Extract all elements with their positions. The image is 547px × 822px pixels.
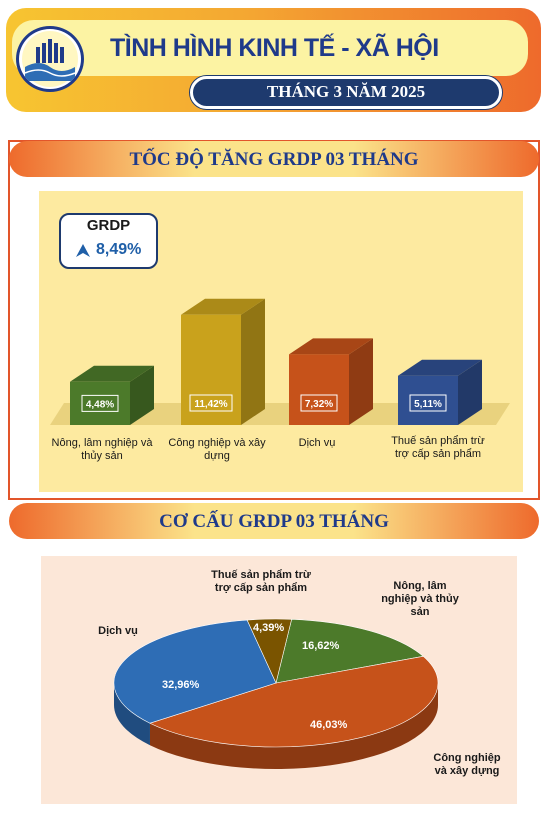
bar-side xyxy=(458,359,482,425)
pie-value-label: 16,62% xyxy=(302,640,340,652)
bar-top xyxy=(70,365,154,382)
bar-value-label: 11,42% xyxy=(194,399,227,410)
bar-category-label: Công nghiệp và xây dựng xyxy=(168,437,266,462)
pie-value-label: 4,39% xyxy=(253,622,285,634)
bar-category-label: Nông, lâm nghiệp và thủy sản xyxy=(51,437,153,462)
pie-value-label: 32,96% xyxy=(162,679,200,691)
pie-category-label: Dịch vụ xyxy=(98,625,138,637)
chart-floor xyxy=(50,403,510,425)
pie-slice xyxy=(113,619,277,724)
bar-value-box xyxy=(81,394,119,412)
bar-side xyxy=(130,365,154,425)
bar-top xyxy=(398,359,482,376)
bar-value-box xyxy=(409,394,447,412)
period-pill xyxy=(190,76,502,109)
pie-category-label: Công nghiệp và xây dựng xyxy=(433,752,501,777)
pie-slice xyxy=(246,618,292,684)
growth-bar-chart: 4,48% 11,42% 7,32% 5,11% xyxy=(50,298,510,425)
bar-category-label: Dịch vụ xyxy=(298,437,336,449)
bar xyxy=(70,381,130,425)
section-banner-growth xyxy=(9,141,539,177)
grdp-card xyxy=(59,213,158,269)
bar-value-label: 7,32% xyxy=(305,399,333,410)
bar xyxy=(181,314,241,425)
pie-value-label: 46,03% xyxy=(310,719,348,731)
pie-slice xyxy=(149,656,439,748)
section-title-growth: TỐC ĐỘ TĂNG GRDP 03 THÁNG xyxy=(129,149,419,170)
period-label: THÁNG 3 NĂM 2025 xyxy=(266,82,426,101)
pie-category-label: Thuế sản phẩm trừ trợ cấp sản phẩm xyxy=(211,569,311,594)
bar-value-box xyxy=(300,394,338,412)
bar-top xyxy=(289,338,373,355)
pie-slice-side xyxy=(149,683,438,769)
section-title-structure: CƠ CẤU GRDP 03 THÁNG xyxy=(159,511,389,532)
page-title: TÌNH HÌNH KINH TẾ - XÃ HỘI xyxy=(110,34,439,62)
bar-side xyxy=(241,298,265,425)
bar-value-label: 4,48% xyxy=(86,399,114,410)
header-title-strip xyxy=(12,20,528,76)
bar-category-label: Thuế sản phẩm trừ trợ cấp sản phẩm xyxy=(391,435,485,460)
bar xyxy=(398,375,458,425)
grdp-card-value: 8,49% xyxy=(96,241,142,258)
section-banner-structure xyxy=(9,503,539,539)
grdp-card-label: GRDP xyxy=(86,217,131,234)
bar-value-box xyxy=(189,394,233,412)
bar-top xyxy=(181,298,265,315)
up-arrow-icon xyxy=(76,244,90,257)
bar xyxy=(289,354,349,425)
bar-value-label: 5,11% xyxy=(414,399,442,410)
pie-slice-side xyxy=(114,683,150,746)
pie-slice xyxy=(275,618,424,684)
bar-side xyxy=(349,338,373,425)
pie-category-label: Nông, lâm nghiệp và thủy sản xyxy=(381,580,459,618)
statistics-logo xyxy=(16,26,84,92)
